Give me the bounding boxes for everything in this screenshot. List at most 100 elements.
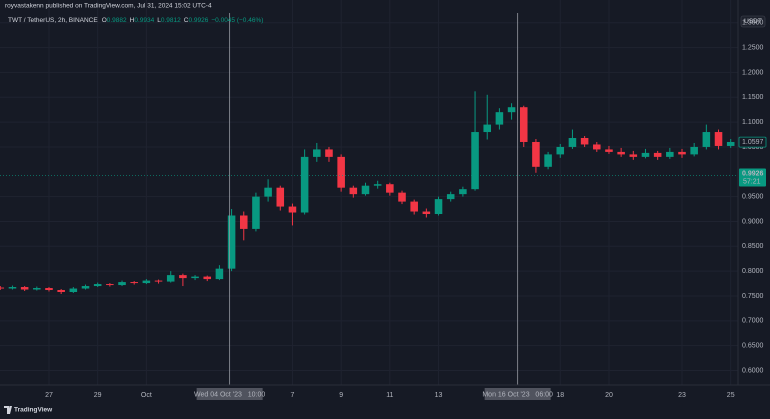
candle-body [191,276,199,279]
candle-body [142,280,151,284]
candle-body [507,107,516,113]
y-tick-label: 0.6500 [742,342,764,349]
candle-body [702,132,711,147]
symbol-readout: TWT / TetherUS, 2h, BINANCE O0.9882 H0.993… [8,17,263,24]
x-tick-label: 18 [556,392,564,399]
candle-body [179,275,187,279]
candle-body [227,215,236,269]
candle-body [690,146,698,155]
candle-body [154,280,163,282]
candle-body [653,152,662,157]
y-tick-label: 1.1500 [742,94,764,101]
x-tick-label: 25 [727,392,735,399]
candle-body [337,156,345,188]
x-tick-label: 23 [678,392,686,399]
candle-body [276,187,285,207]
candle-body [714,132,723,146]
candle-body [69,288,78,293]
y-tick-label: 1.2500 [742,44,764,51]
candle-body [495,112,504,125]
candle-body [471,132,479,190]
y-tick-label: 0.8500 [742,243,764,250]
candle-body [605,149,613,152]
candle-body [252,196,260,229]
publisher-line: royvastakenn published on TradingView.co… [5,3,212,10]
candle-body [556,146,565,155]
candle-body [20,287,29,290]
candle-body [118,282,126,286]
x-tick-label: 13 [435,392,443,399]
candle-body [544,154,552,167]
candle-body [519,107,528,142]
candle-body [239,215,248,229]
x-tick-label: 20 [605,392,613,399]
currency[interactable]: USDT [744,18,762,25]
candle-body [678,151,686,155]
candle-body [629,154,638,157]
candle-body [57,290,65,293]
candle-body [45,288,53,291]
y-tick-label: 0.7000 [742,318,764,325]
candle-body [398,192,406,202]
footer-brand: TradingView [14,407,53,414]
readout-high: 0.9934 [134,17,154,24]
currency-box[interactable] [740,15,766,28]
candle-body [166,275,175,282]
candle-body [726,141,735,146]
candle-body [325,149,333,157]
y-tick-label: 1.2000 [742,69,764,76]
candle-body [33,288,41,290]
candle-body [0,287,5,289]
x-tick-label: 7 [291,392,295,399]
candle-body [593,144,601,150]
candle-body [93,284,102,287]
x-tick-label: 27 [45,392,53,399]
y-tick-label: 0.9000 [742,218,764,225]
candle-body [410,201,418,212]
candle-body [446,194,455,200]
candle-body [215,268,224,280]
candle-body [422,211,431,215]
crosshair-time-label: Wed 04 Oct '23 10:00 [194,391,265,398]
candle-body [666,151,674,157]
last-price-label: 0.9926 [742,170,764,177]
candle-body [568,138,577,147]
candle-body [313,149,321,157]
candle-body [288,206,297,213]
readout-change: −0.0045 (−0.46%) [211,17,263,24]
readout-open: 0.9882 [107,17,127,24]
readout-letter: C [184,17,189,24]
grid [0,0,738,385]
readout-letter: H [130,17,135,24]
y-tick-label: 0.6000 [742,367,764,374]
x-tick-label: 9 [339,392,343,399]
candle-body [361,185,370,195]
crosshair-time-box [484,388,551,400]
readout-low: 0.9812 [161,17,181,24]
y-tick-label: 1.3000 [742,20,764,27]
marked-price-box [738,136,767,148]
readout-letter: O [102,17,107,24]
x-tick-label: 11 [386,392,393,399]
y-tick-label: 0.9500 [742,193,764,200]
x-tick-label: 29 [94,392,102,399]
candle-body [580,138,589,145]
x-tick-label: Oct [141,392,152,399]
y-tick-label: 0.7500 [742,293,764,300]
readout-letter: L [157,17,161,24]
crosshair-time-box [196,388,263,400]
readout-close: 0.9926 [188,17,208,24]
crosshair-time-label: Mon 16 Oct '23 06:00 [482,391,553,398]
candle-body [8,287,17,289]
candle-body [641,152,650,157]
last-price-box [739,168,766,187]
candle-body [130,282,138,284]
candle-body [106,284,114,286]
candle-body [373,184,382,186]
candle-body [483,124,492,133]
candle-body [532,141,540,167]
symbol: TWT / TetherUS, 2h, BINANCE [8,17,98,24]
